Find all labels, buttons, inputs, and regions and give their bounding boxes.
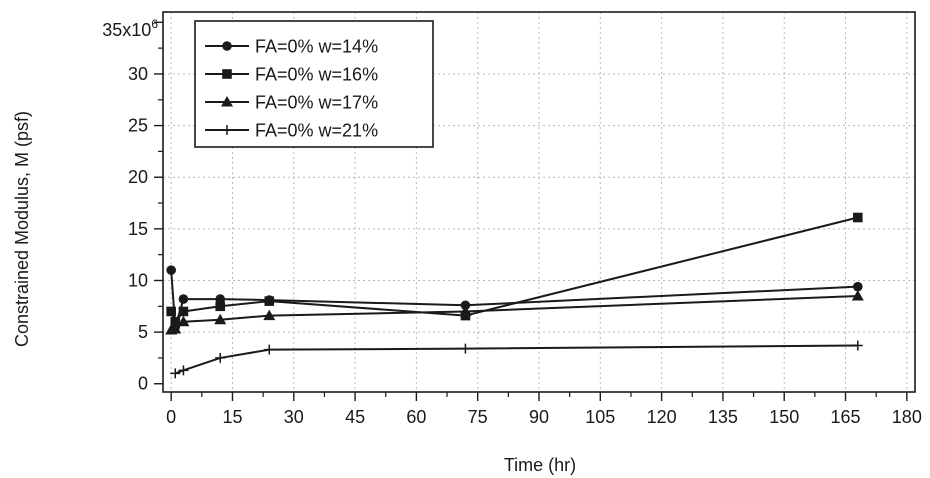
data-point	[459, 305, 472, 316]
x-tick-label: 30	[284, 407, 304, 427]
x-tick-label: 150	[769, 407, 799, 427]
data-point	[166, 306, 176, 317]
data-point	[460, 300, 471, 311]
data-point	[178, 294, 189, 304]
x-tick-label: 0	[166, 407, 176, 427]
data-point	[170, 316, 181, 327]
x-tick-label: 75	[468, 407, 488, 427]
legend: FA=0% w=14% FA=0% w=16% FA=0% w=17% FA=0% w…	[194, 20, 434, 148]
data-point	[166, 265, 176, 275]
x-tick-label: 15	[222, 407, 242, 427]
legend-label: FA=0% w=14%	[255, 37, 378, 57]
data-point	[177, 315, 190, 327]
data-point	[178, 365, 189, 376]
x-tick-label: 105	[585, 407, 615, 427]
x-tick-label: 135	[708, 407, 738, 427]
data-point	[170, 368, 181, 379]
data-point	[169, 323, 182, 334]
series-layer	[165, 212, 864, 379]
legend-label: FA=0% w=17%	[255, 93, 378, 113]
series-4	[170, 340, 863, 379]
series-line	[170, 216, 859, 323]
data-point	[215, 301, 226, 312]
data-point	[264, 296, 275, 306]
y-tick-label: 5	[138, 322, 148, 342]
series-line	[174, 344, 858, 375]
data-point	[851, 289, 864, 301]
data-point	[852, 212, 863, 223]
data-point	[215, 294, 226, 304]
data-point	[215, 352, 226, 363]
y-tick-label: 0	[138, 374, 148, 394]
x-axis-title: Time (hr)	[504, 455, 576, 475]
legend-entry: FA=0% w=21%	[205, 121, 378, 141]
data-point	[178, 306, 189, 317]
x-tick-label: 90	[529, 407, 549, 427]
legend-marker	[221, 96, 233, 107]
legend-entry: FA=0% w=16%	[205, 65, 378, 85]
legend-entry: FA=0% w=17%	[205, 93, 378, 113]
x-tick-label: 45	[345, 407, 365, 427]
legend-entry: FA=0% w=14%	[205, 37, 378, 57]
legend-box	[194, 20, 434, 148]
y-axis-multiplier: 35x106	[102, 17, 158, 40]
legend-marker	[222, 69, 232, 79]
data-point	[214, 313, 227, 325]
x-tick-label: 60	[406, 407, 426, 427]
legend-marker	[222, 41, 232, 51]
y-tick-label: 20	[128, 167, 148, 187]
y-tick-label: 10	[128, 270, 148, 290]
series-3	[165, 289, 864, 335]
legend-label: FA=0% w=16%	[255, 65, 378, 85]
legend-label: FA=0% w=21%	[255, 121, 378, 141]
data-point	[852, 340, 863, 351]
y-tick-label: 25	[128, 116, 148, 136]
y-tick-label: 30	[128, 64, 148, 84]
x-tick-label: 120	[647, 407, 677, 427]
legend-marker	[222, 125, 232, 135]
data-point	[264, 344, 275, 355]
x-tick-label: 180	[892, 407, 922, 427]
data-point	[263, 309, 276, 321]
axes: 0 15 30 45 60 75 90 105 120 135 150 165 180 0 5 10 15 20 2…	[128, 21, 922, 427]
x-tick-label: 165	[830, 407, 860, 427]
y-tick-label: 15	[128, 219, 148, 239]
data-point	[852, 281, 863, 292]
y-axis-title: Constrained Modulus, M (psf)	[12, 111, 32, 347]
data-point	[460, 343, 471, 354]
